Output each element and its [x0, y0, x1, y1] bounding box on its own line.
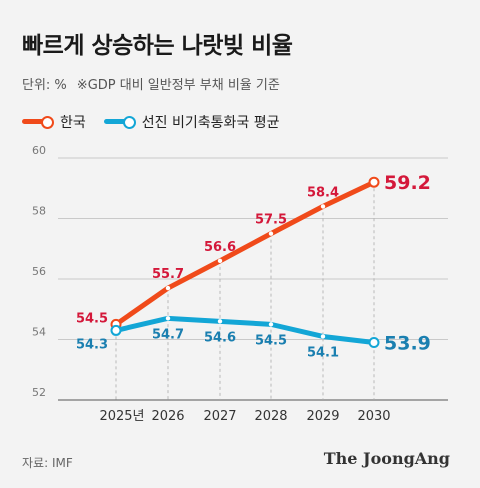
y-tick-label-58: 58	[32, 205, 46, 218]
x-tick-label-3: 2028	[254, 409, 287, 424]
y-tick-label-52: 52	[32, 386, 46, 399]
point-korea-5	[368, 176, 380, 188]
y-tick-label-60: 60	[32, 144, 46, 157]
point-advanced-4	[320, 334, 326, 339]
data-label-korea-2: 56.6	[204, 240, 236, 255]
point-korea-4	[320, 204, 326, 209]
data-label-advanced-0: 54.3	[76, 337, 108, 352]
point-korea-1	[165, 285, 171, 291]
unit-note: 단위: % ※GDP 대비 일반정부 부채 비율 기준	[22, 74, 280, 93]
data-label-advanced-1: 54.7	[152, 327, 184, 342]
point-korea-2	[217, 258, 223, 264]
legend-label-advanced: 선진 비기축통화국 평균	[141, 115, 280, 131]
x-tick-label-2: 2027	[203, 409, 236, 424]
chart-title: 빠르게 상승하는 나랏빚 비율	[22, 33, 293, 59]
legend-item-advanced: 선진 비기축통화국 평균	[103, 112, 280, 132]
unit-label: 단위: %	[22, 78, 67, 93]
legend: 한국 선진 비기축통화국 평균	[22, 112, 297, 132]
series-line-korea	[113, 179, 377, 327]
data-label-advanced-3: 54.5	[255, 333, 287, 348]
legend-label-korea: 한국	[60, 115, 86, 131]
point-korea-3	[268, 231, 274, 236]
data-label-korea-1: 55.7	[152, 267, 184, 282]
brand-logo: The JoongAng	[323, 449, 450, 468]
basis-note: ※GDP 대비 일반정부 부채 비율 기준	[76, 78, 280, 93]
legend-swatch-advanced	[103, 115, 136, 129]
data-label-advanced-4: 54.1	[307, 345, 339, 360]
point-advanced-0	[110, 324, 122, 336]
x-tick-label-1: 2026	[151, 409, 184, 424]
data-label-advanced-2: 54.6	[204, 330, 236, 345]
data-label-korea-3: 57.5	[255, 213, 287, 228]
x-tick-label-0: 2025년	[99, 409, 144, 424]
x-tick-label-5: 2030	[357, 409, 390, 424]
point-advanced-3	[268, 322, 274, 327]
data-label-korea-0: 54.5	[76, 311, 108, 326]
data-label-korea-5: 59.2	[384, 172, 431, 194]
point-advanced-2	[217, 319, 223, 324]
legend-item-korea: 한국	[22, 112, 86, 132]
source-note: 자료: IMF	[22, 456, 73, 470]
point-advanced-1	[165, 316, 171, 321]
point-advanced-5	[368, 337, 380, 349]
legend-swatch-korea	[22, 115, 54, 129]
x-tick-label-4: 2029	[306, 409, 339, 424]
data-label-advanced-5: 53.9	[384, 333, 431, 355]
series-line-advanced	[113, 315, 377, 346]
data-label-korea-4: 58.4	[307, 185, 339, 200]
y-tick-label-54: 54	[32, 326, 46, 339]
y-tick-label-56: 56	[32, 265, 46, 278]
